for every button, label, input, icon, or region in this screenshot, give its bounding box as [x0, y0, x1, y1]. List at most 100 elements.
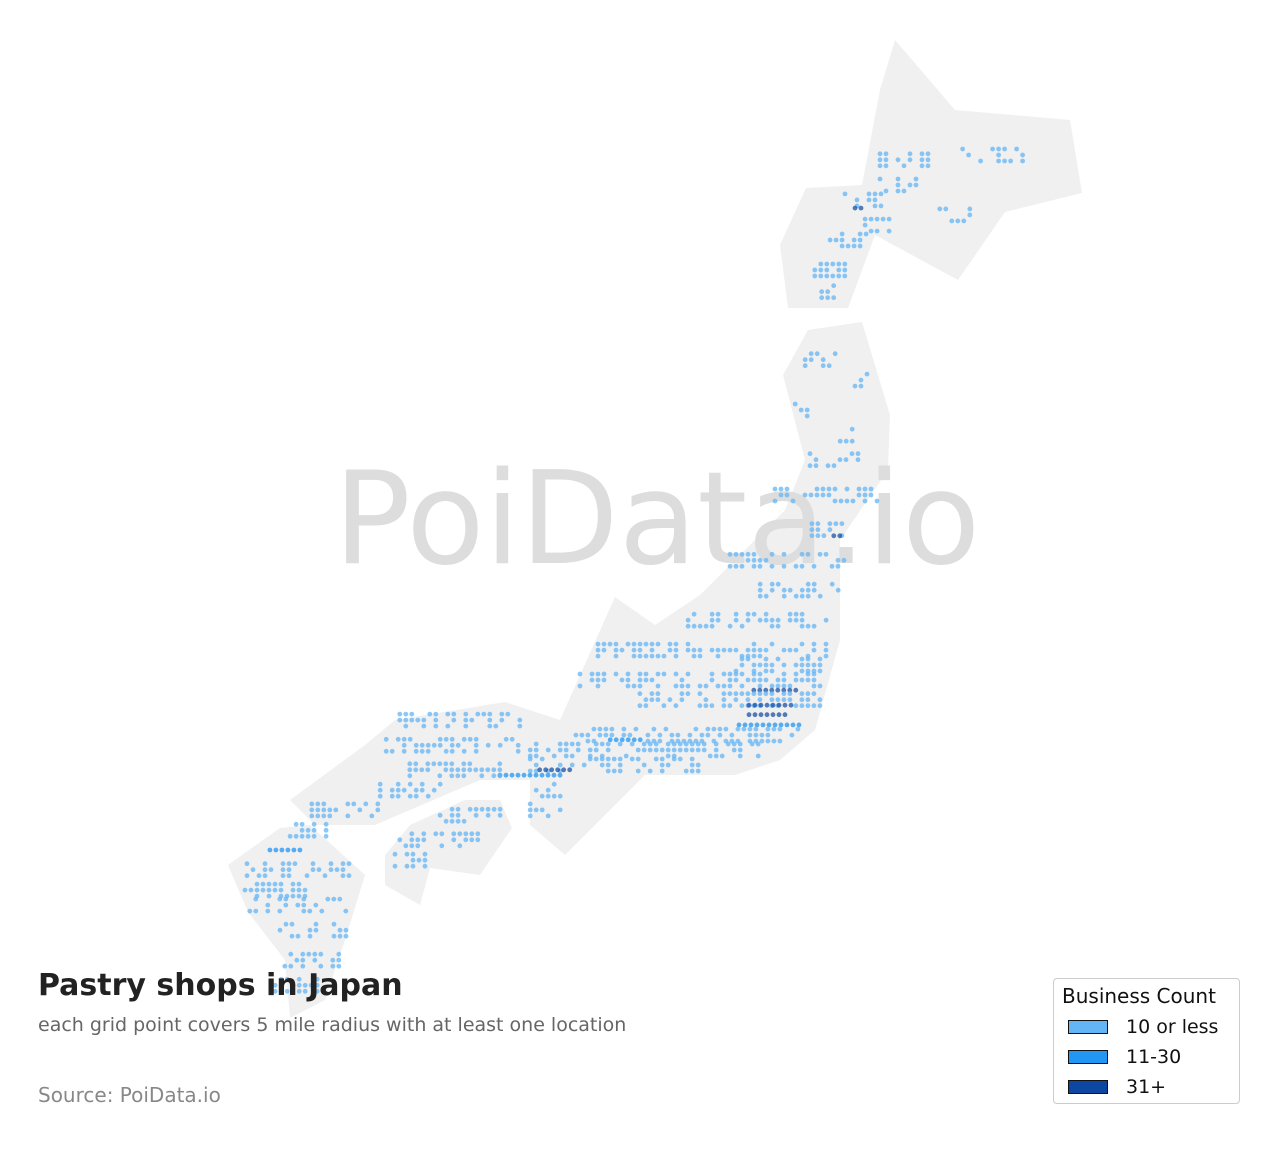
- grid-point: [467, 806, 473, 812]
- grid-point: [713, 747, 719, 753]
- grid-point: [395, 781, 401, 787]
- grid-point: [311, 827, 317, 833]
- grid-point: [407, 761, 413, 767]
- grid-point: [751, 671, 757, 677]
- grid-point: [401, 748, 407, 754]
- grid-point: [415, 837, 421, 843]
- grid-point: [569, 741, 575, 747]
- grid-point: [1002, 146, 1007, 152]
- grid-point: [841, 557, 847, 563]
- grid-point: [557, 772, 563, 778]
- grid-point: [242, 887, 248, 893]
- grid-point: [996, 146, 1001, 152]
- grid-point: [635, 768, 641, 774]
- grid-point: [539, 793, 545, 799]
- grid-point: [288, 963, 294, 969]
- grid-point: [703, 623, 709, 629]
- grid-point: [404, 863, 410, 869]
- grid-point: [485, 806, 491, 812]
- grid-point: [824, 273, 830, 279]
- grid-point: [469, 831, 475, 837]
- grid-point: [878, 203, 884, 209]
- grid-point: [309, 807, 315, 813]
- grid-point: [425, 742, 431, 748]
- grid-point: [831, 533, 837, 539]
- grid-point: [661, 671, 667, 677]
- legend: Business Count 10 or less 11-30 31+: [1053, 978, 1240, 1104]
- grid-point: [469, 837, 475, 843]
- grid-point: [751, 691, 757, 697]
- grid-point: [599, 741, 605, 747]
- grid-point: [858, 383, 864, 389]
- grid-point: [771, 726, 777, 732]
- grid-point: [265, 902, 271, 908]
- grid-point: [802, 363, 808, 369]
- grid-point: [346, 873, 352, 879]
- grid-point: [443, 818, 449, 824]
- grid-point: [792, 401, 798, 407]
- grid-point: [757, 697, 763, 703]
- grid-point: [790, 498, 796, 504]
- grid-point: [497, 806, 503, 812]
- grid-point: [723, 726, 729, 732]
- grid-point: [937, 206, 943, 212]
- grid-point: [290, 881, 296, 887]
- grid-point: [751, 677, 757, 683]
- grid-point: [667, 697, 673, 703]
- grid-point: [305, 833, 311, 839]
- grid-point: [677, 747, 683, 753]
- grid-point: [455, 818, 461, 824]
- grid-point: [742, 722, 748, 728]
- grid-point: [491, 773, 497, 779]
- grid-point: [318, 951, 324, 957]
- grid-point: [842, 273, 848, 279]
- grid-point: [272, 887, 278, 893]
- grid-point: [805, 593, 811, 599]
- grid-point: [769, 662, 775, 668]
- grid-point: [503, 772, 509, 778]
- grid-point: [745, 656, 751, 662]
- grid-point: [300, 957, 306, 963]
- grid-point: [491, 806, 497, 812]
- grid-point: [313, 921, 319, 927]
- grid-point: [795, 726, 801, 732]
- grid-point: [665, 762, 671, 768]
- grid-point: [796, 722, 802, 728]
- grid-point: [409, 831, 415, 837]
- grid-point: [463, 837, 469, 843]
- grid-point: [695, 741, 701, 747]
- grid-point: [781, 683, 787, 689]
- grid-point: [410, 863, 416, 869]
- grid-point: [769, 581, 775, 587]
- grid-point: [627, 732, 633, 738]
- grid-point: [804, 413, 810, 419]
- grid-point: [739, 691, 745, 697]
- grid-point: [967, 206, 973, 212]
- grid-point: [763, 611, 769, 617]
- grid-point: [775, 656, 781, 662]
- grid-point: [763, 557, 769, 563]
- grid-point: [855, 451, 861, 457]
- grid-point: [421, 717, 427, 723]
- grid-point: [331, 921, 337, 927]
- grid-point: [455, 806, 461, 812]
- grid-point: [297, 847, 303, 853]
- grid-point: [799, 623, 805, 629]
- grid-point: [310, 861, 316, 867]
- grid-point: [302, 982, 308, 988]
- grid-point: [433, 711, 439, 717]
- grid-point: [701, 747, 707, 753]
- grid-point: [833, 237, 839, 243]
- grid-point: [601, 671, 607, 677]
- grid-point: [649, 697, 655, 703]
- grid-point: [960, 146, 965, 152]
- grid-point: [605, 768, 611, 774]
- grid-point: [787, 691, 793, 697]
- grid-point: [497, 812, 503, 818]
- grid-point: [633, 726, 639, 732]
- grid-point: [751, 653, 757, 659]
- grid-point: [318, 963, 324, 969]
- grid-point: [310, 867, 316, 873]
- grid-point: [283, 902, 289, 908]
- grid-point: [886, 216, 892, 222]
